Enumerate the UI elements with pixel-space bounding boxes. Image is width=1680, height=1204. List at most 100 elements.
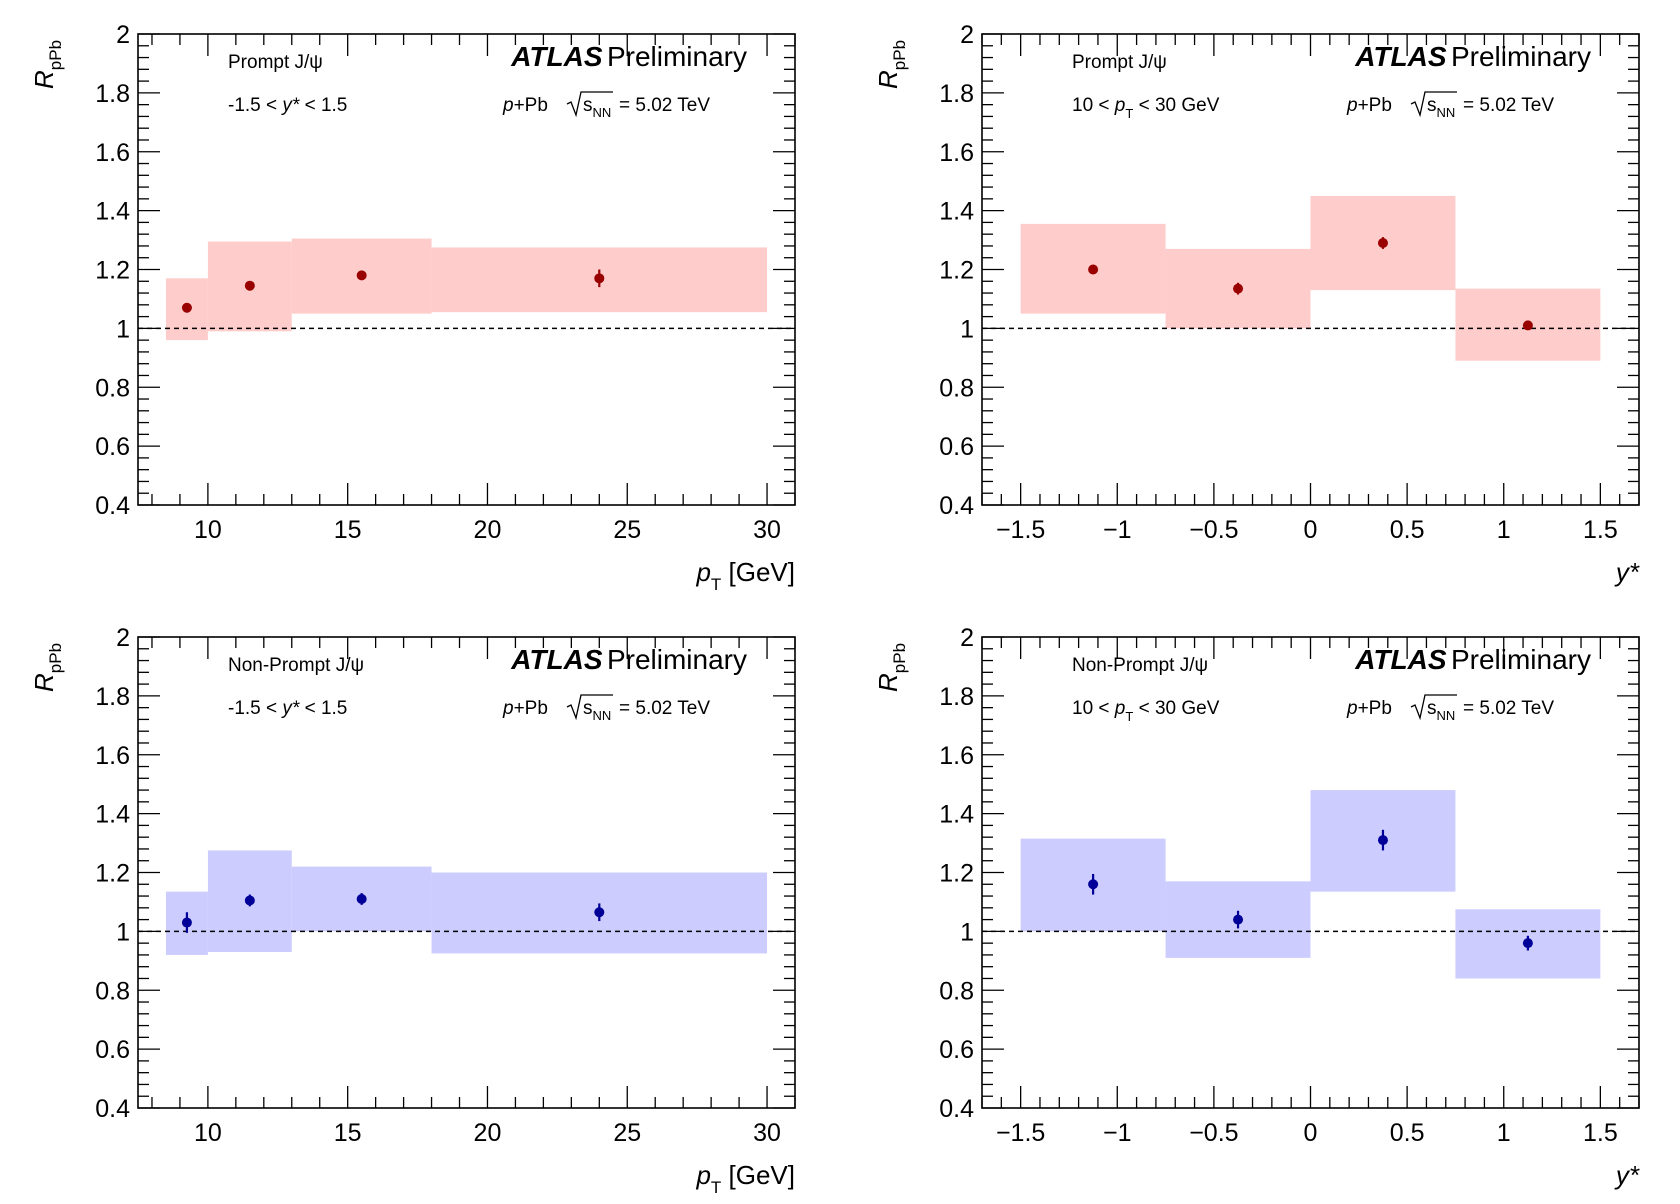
x-tick-label: 1 xyxy=(1497,1119,1511,1147)
energy-value: = 5.02 TeV xyxy=(1463,698,1554,719)
y-tick-label: 1 xyxy=(960,315,974,343)
data-point-1 xyxy=(244,280,255,291)
y-tick-label: 1 xyxy=(960,918,974,946)
data-point-1 xyxy=(1233,283,1244,294)
data-point-2 xyxy=(356,893,367,904)
data-point-0 xyxy=(181,917,192,928)
data-point-3 xyxy=(1522,320,1533,331)
x-tick-label: 10 xyxy=(194,1119,222,1147)
sqrt-symbol xyxy=(1410,694,1457,721)
x-tick-label: 10 xyxy=(194,516,222,544)
panel-prompt-y: 0.4 0.6 0.8 1 1.2 1.4 1.6 1.8 2 −1.5 −1 −0.5 0 0.5 1 1.… xyxy=(873,21,1640,587)
y-axis-subscript: pPb xyxy=(890,40,909,70)
system-label: p+Pb xyxy=(502,698,548,719)
y-axis-title: RpPb xyxy=(29,40,65,89)
x-axis-title: y* xyxy=(1614,1160,1640,1190)
y-tick-label: 0.8 xyxy=(95,374,130,402)
y-tick-label: 1.6 xyxy=(95,139,130,167)
x-tick-label: −1 xyxy=(1103,516,1132,544)
y-tick-label: 1.2 xyxy=(939,257,974,285)
energy-variable: sNN xyxy=(1427,698,1455,723)
y-tick-label: 1.4 xyxy=(939,198,974,226)
x-tick-label: 30 xyxy=(753,516,781,544)
x-tick-label: 25 xyxy=(613,1119,641,1147)
x-tick-label: −1 xyxy=(1103,1119,1132,1147)
y-tick-label: 2 xyxy=(960,624,974,652)
y-tick-label: 1.8 xyxy=(939,683,974,711)
x-axis-title: y* xyxy=(1614,557,1640,587)
y-tick-label: 0.4 xyxy=(95,1095,130,1123)
y-axis-symbol: R xyxy=(873,673,903,692)
y-tick-label: 0.6 xyxy=(95,433,130,461)
x-tick-label: −0.5 xyxy=(1189,516,1238,544)
x-tick-label: −1.5 xyxy=(996,1119,1045,1147)
system-label: p+Pb xyxy=(1346,698,1392,719)
y-axis-symbol: R xyxy=(873,70,903,89)
y-tick-label: 1.4 xyxy=(939,801,974,829)
x-tick-label: −0.5 xyxy=(1189,1119,1238,1147)
y-tick-label: 1.8 xyxy=(939,80,974,108)
data-point-3 xyxy=(1522,938,1533,949)
x-tick-label: 30 xyxy=(753,1119,781,1147)
y-axis-title: RpPb xyxy=(29,643,65,692)
x-tick-label: 15 xyxy=(334,516,362,544)
y-tick-label: 2 xyxy=(960,21,974,49)
y-tick-label: 0.6 xyxy=(95,1036,130,1064)
x-tick-label: 1.5 xyxy=(1583,516,1618,544)
x-tick-label: 20 xyxy=(474,516,502,544)
y-axis-symbol: R xyxy=(29,70,59,89)
data-point-0 xyxy=(1088,264,1099,275)
panel-nonprompt-y: 0.4 0.6 0.8 1 1.2 1.4 1.6 1.8 2 −1.5 −1 −0.5 0 0.5 1 1.… xyxy=(873,624,1640,1190)
y-tick-label: 1.2 xyxy=(939,860,974,888)
data-point-0 xyxy=(181,302,192,313)
energy-value: = 5.02 TeV xyxy=(1463,95,1554,116)
y-tick-label: 1.2 xyxy=(95,257,130,285)
x-axis-title: pT [GeV] xyxy=(695,557,795,594)
atlas-status: Preliminary xyxy=(1451,644,1591,675)
atlas-experiment: ATLAS xyxy=(1354,644,1447,675)
data-point-1 xyxy=(244,895,255,906)
atlas-label: ATLAS Preliminary xyxy=(510,41,747,72)
energy-variable: sNN xyxy=(583,698,611,723)
y-tick-label: 1.8 xyxy=(95,80,130,108)
y-axis-title: RpPb xyxy=(873,643,909,692)
kinematic-selection: -1.5 < y* < 1.5 xyxy=(228,95,347,116)
y-tick-label: 0.4 xyxy=(939,492,974,520)
atlas-status: Preliminary xyxy=(607,41,747,72)
y-tick-label: 0.6 xyxy=(939,1036,974,1064)
data-point-2 xyxy=(1377,835,1388,846)
system-label: p+Pb xyxy=(502,95,548,116)
kinematic-selection: 10 < pT < 30 GeV xyxy=(1072,95,1220,121)
y-axis-subscript: pPb xyxy=(46,40,65,70)
kinematic-selection: -1.5 < y* < 1.5 xyxy=(228,698,347,719)
atlas-experiment: ATLAS xyxy=(510,41,603,72)
y-tick-label: 1.6 xyxy=(95,742,130,770)
species-title: Prompt J/ψ xyxy=(228,52,323,73)
y-axis-subscript: pPb xyxy=(890,643,909,673)
y-tick-label: 0.4 xyxy=(939,1095,974,1123)
x-tick-label: 0 xyxy=(1304,1119,1318,1147)
y-tick-label: 0.8 xyxy=(939,977,974,1005)
y-tick-label: 1 xyxy=(116,315,130,343)
species-title: Non-Prompt J/ψ xyxy=(1072,655,1208,676)
y-tick-label: 1.2 xyxy=(95,860,130,888)
sqrt-symbol xyxy=(1410,91,1457,118)
sqrt-symbol xyxy=(566,91,613,118)
energy-value: = 5.02 TeV xyxy=(619,698,710,719)
atlas-experiment: ATLAS xyxy=(510,644,603,675)
kinematic-selection: 10 < pT < 30 GeV xyxy=(1072,698,1220,724)
data-point-3 xyxy=(594,273,605,284)
data-point-2 xyxy=(1377,238,1388,249)
atlas-label: ATLAS Preliminary xyxy=(1354,644,1591,675)
x-tick-label: −1.5 xyxy=(996,516,1045,544)
y-tick-label: 0.8 xyxy=(939,374,974,402)
x-tick-label: 20 xyxy=(474,1119,502,1147)
species-title: Prompt J/ψ xyxy=(1072,52,1167,73)
x-tick-label: 0 xyxy=(1304,516,1318,544)
data-point-1 xyxy=(1233,914,1244,925)
y-tick-label: 0.4 xyxy=(95,492,130,520)
atlas-experiment: ATLAS xyxy=(1354,41,1447,72)
species-title: Non-Prompt J/ψ xyxy=(228,655,364,676)
y-tick-label: 1 xyxy=(116,918,130,946)
